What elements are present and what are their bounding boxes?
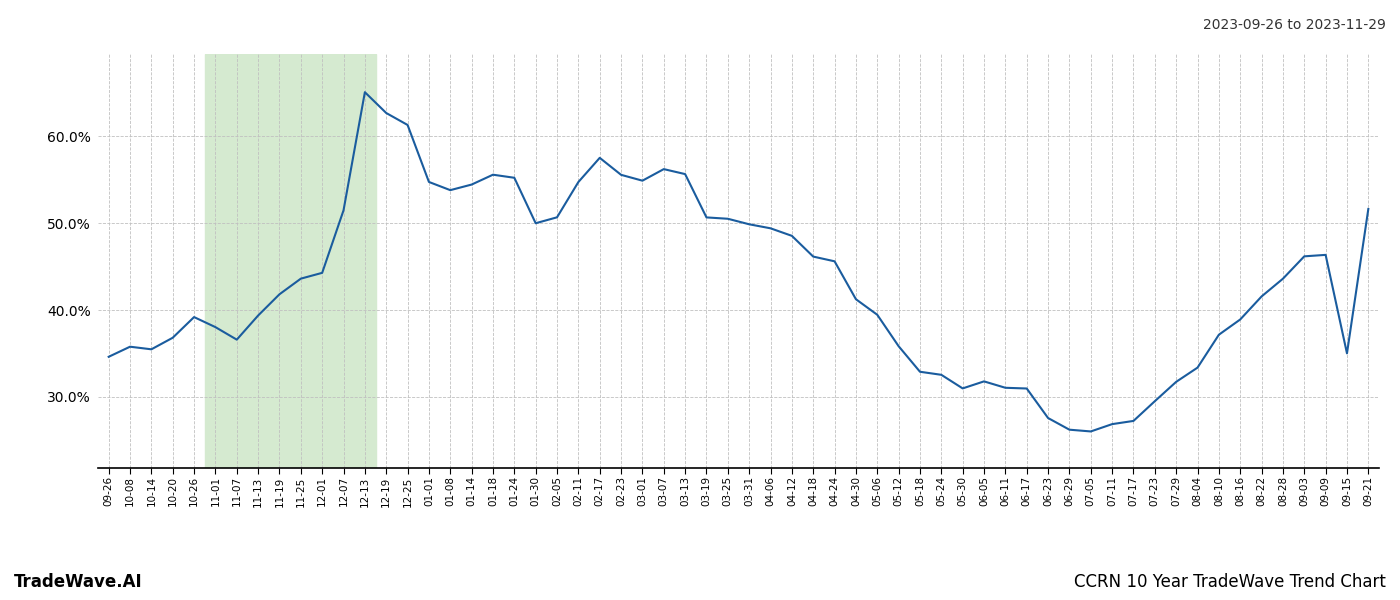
Bar	[204, 54, 375, 468]
Text: 2023-09-26 to 2023-11-29: 2023-09-26 to 2023-11-29	[1203, 18, 1386, 32]
Text: TradeWave.AI: TradeWave.AI	[14, 573, 143, 591]
Text: CCRN 10 Year TradeWave Trend Chart: CCRN 10 Year TradeWave Trend Chart	[1074, 573, 1386, 591]
